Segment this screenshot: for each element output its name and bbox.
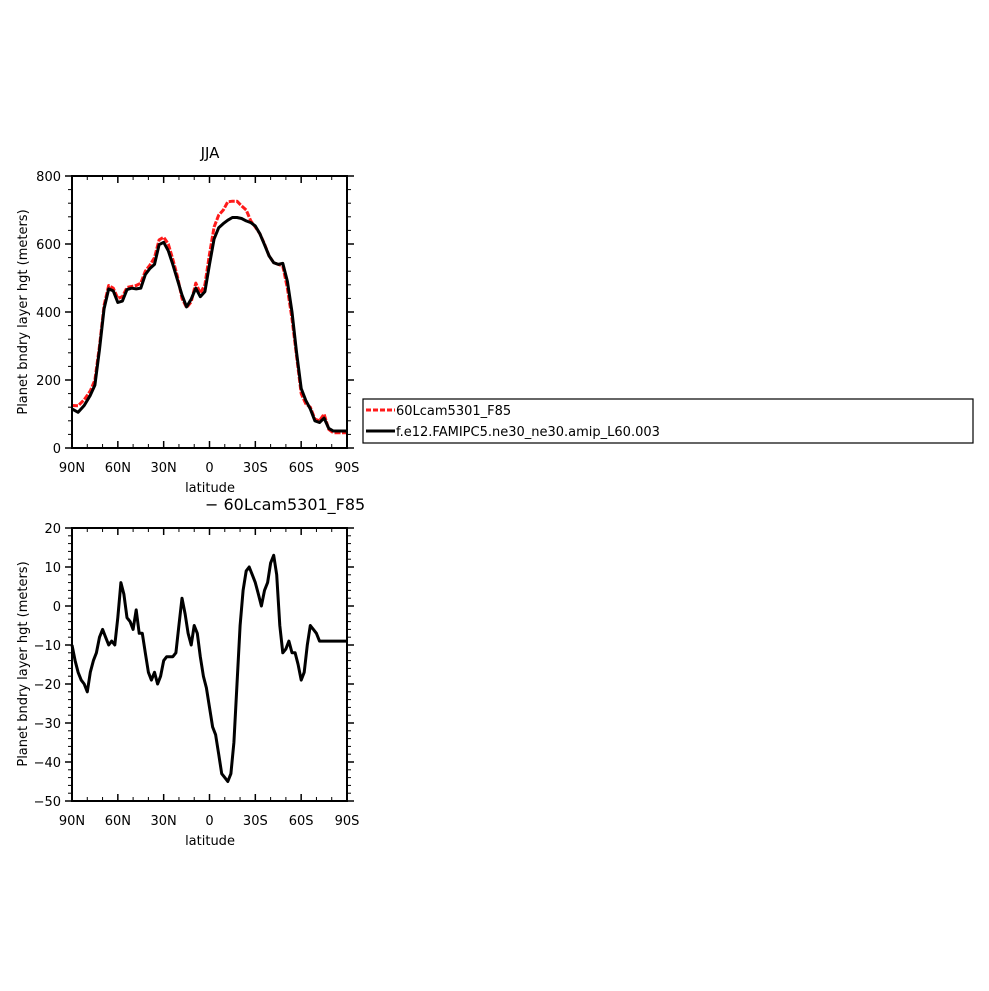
top-series-group: [71, 199, 347, 435]
top-x-tick-label: 90N: [59, 461, 85, 476]
bottom-ticks: [65, 527, 354, 802]
bottom-y-tick-label: −10: [34, 639, 61, 654]
top-y-tick-label: 0: [53, 442, 61, 457]
top-panel: JJA 90N 60N 30N 0 30S 60S 90S 0 200 400 600 800 lat…: [16, 144, 359, 496]
bottom-x-tick-label: 60S: [289, 814, 314, 829]
bottom-x-tick-label: 90S: [335, 814, 360, 829]
top-y-tick-label: 800: [36, 170, 61, 185]
top-x-tick-label: 90S: [335, 461, 360, 476]
bottom-x-tick-label: 30S: [243, 814, 268, 829]
bottom-y-tick-label: −50: [34, 795, 61, 810]
legend-entry-2: f.e12.FAMIPC5.ne30_ne30.amip_L60.003: [396, 425, 660, 440]
top-y-tick-label: 400: [36, 306, 61, 321]
top-series-line-1: [71, 199, 347, 435]
top-tick-labels: 90N 60N 30N 0 30S 60S 90S 0 200 400 600 800: [36, 170, 359, 476]
bottom-x-tick-label: 30N: [151, 814, 177, 829]
top-y-tick-label: 600: [36, 238, 61, 253]
bottom-y-tick-label: 10: [44, 561, 61, 576]
bottom-series-group: [70, 553, 347, 783]
bottom-y-tick-label: 0: [53, 600, 61, 615]
legend-box: [362, 398, 974, 444]
bottom-tick-labels: 90N 60N 30N 0 30S 60S 90S −50 −40 −30 −20 −10 0 10 20: [34, 522, 360, 829]
top-y-axis-label: Planet bndry layer hgt (meters): [16, 209, 31, 414]
bottom-chart-title: − 60Lcam5301_F85: [205, 495, 365, 515]
top-plot-frame: [71, 175, 348, 449]
top-y-tick-label: 200: [36, 374, 61, 389]
bottom-y-tick-label: 20: [44, 522, 61, 537]
top-x-tick-label: 30S: [243, 461, 268, 476]
bottom-y-tick-label: −30: [34, 717, 61, 732]
bottom-x-axis-label: latitude: [185, 834, 235, 849]
top-series-line-2: [71, 216, 347, 433]
bottom-x-tick-label: 90N: [59, 814, 85, 829]
bottom-y-tick-label: −20: [34, 678, 61, 693]
top-x-tick-label: 0: [205, 461, 213, 476]
bottom-y-tick-label: −40: [34, 756, 61, 771]
top-x-tick-label: 60S: [289, 461, 314, 476]
bottom-panel: − 60Lcam5301_F85 90N 60N 30N 0 30S 60S 90S −50 −…: [16, 495, 365, 849]
bottom-y-axis-label: Planet bndry layer hgt (meters): [16, 561, 31, 766]
bottom-plot-frame: [71, 527, 348, 802]
legend: 60Lcam5301_F85 f.e12.FAMIPC5.ne30_ne30.a…: [362, 398, 974, 444]
top-x-axis-label: latitude: [185, 481, 235, 496]
bottom-series-line-1: [70, 553, 347, 783]
bottom-x-tick-label: 0: [205, 814, 213, 829]
bottom-x-tick-label: 60N: [105, 814, 131, 829]
top-chart-title: JJA: [200, 144, 221, 162]
top-x-tick-label: 60N: [105, 461, 131, 476]
top-x-tick-label: 30N: [151, 461, 177, 476]
legend-entry-1: 60Lcam5301_F85: [396, 404, 511, 419]
